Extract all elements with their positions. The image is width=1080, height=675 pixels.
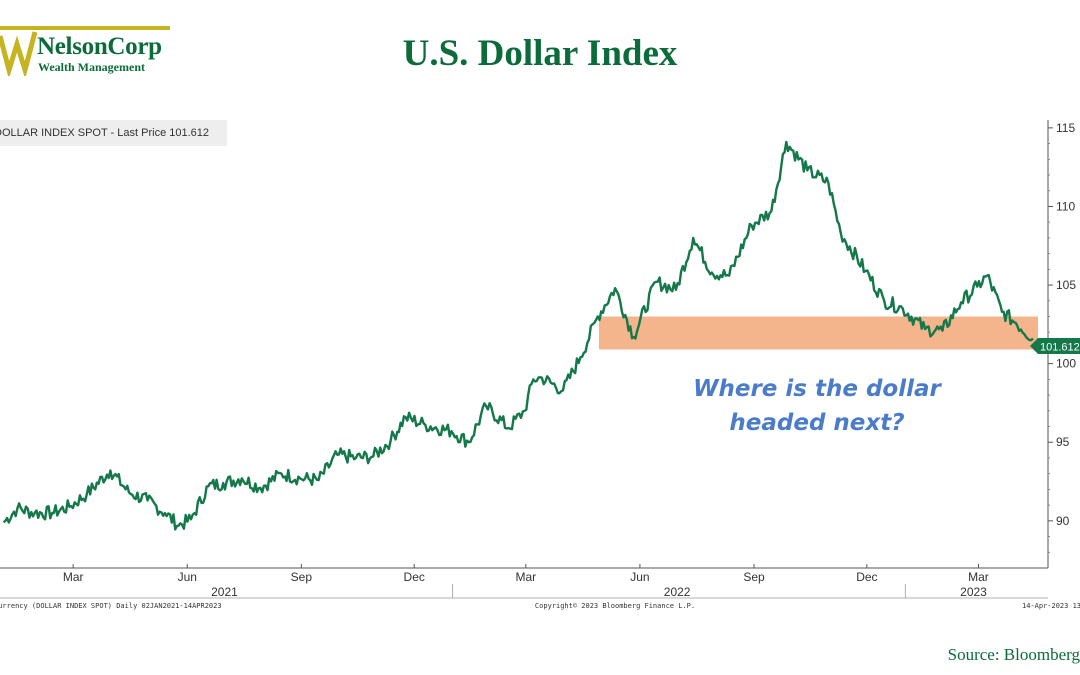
annotation-line-2: headed next? [729, 410, 904, 436]
x-tick-label: Mar [515, 570, 536, 584]
last-price-label: 101.612 [1040, 342, 1080, 354]
page-title-text: U.S. Dollar Index [402, 33, 678, 74]
x-tick-label: Jun [630, 570, 649, 584]
legend-box: DOLLAR INDEX SPOT - Last Price 101.612 [0, 120, 227, 146]
nelsoncorp-logo [0, 26, 170, 76]
x-tick-label: Mar [968, 570, 989, 584]
logo-subtitle: Wealth Management [38, 60, 145, 74]
footer-left: Currency (DOLLAR INDEX SPOT) Daily 02JAN… [0, 602, 222, 610]
x-tick-label: Sep [291, 570, 313, 584]
legend-text: DOLLAR INDEX SPOT - Last Price 101.612 [0, 127, 209, 139]
y-tick-label: 90 [1056, 514, 1070, 528]
source-note: Source: Bloomberg [947, 645, 1080, 664]
x-tick-label: Mar [63, 570, 84, 584]
annotation-line-1: Where is the dollar [693, 376, 942, 402]
y-tick-label: 115 [1056, 121, 1075, 135]
x-tick-label: Dec [404, 570, 425, 584]
support-band [598, 316, 1038, 350]
y-tick-label: 95 [1056, 435, 1070, 449]
footer-right: 14-Apr-2023 13: [1022, 602, 1080, 610]
logo-name: NelsonCorp [37, 33, 162, 60]
x-year-label: 2021 [211, 585, 238, 599]
y-tick-label: 105 [1056, 278, 1076, 292]
x-year-label: 2022 [664, 585, 691, 599]
footer-center: Copyright© 2023 Bloomberg Finance L.P. [535, 602, 695, 610]
x-tick-label: Dec [856, 570, 877, 584]
x-year-label: 2023 [960, 585, 987, 599]
y-tick-label: 110 [1056, 199, 1075, 213]
last-price-tag [1030, 338, 1080, 354]
x-tick-label: Jun [178, 570, 197, 584]
x-tick-label: Sep [743, 570, 765, 584]
y-tick-label: 100 [1056, 357, 1076, 371]
page-title: U.S. Dollar Index [0, 32, 1080, 75]
series-line-dollar-index [2, 140, 1034, 531]
